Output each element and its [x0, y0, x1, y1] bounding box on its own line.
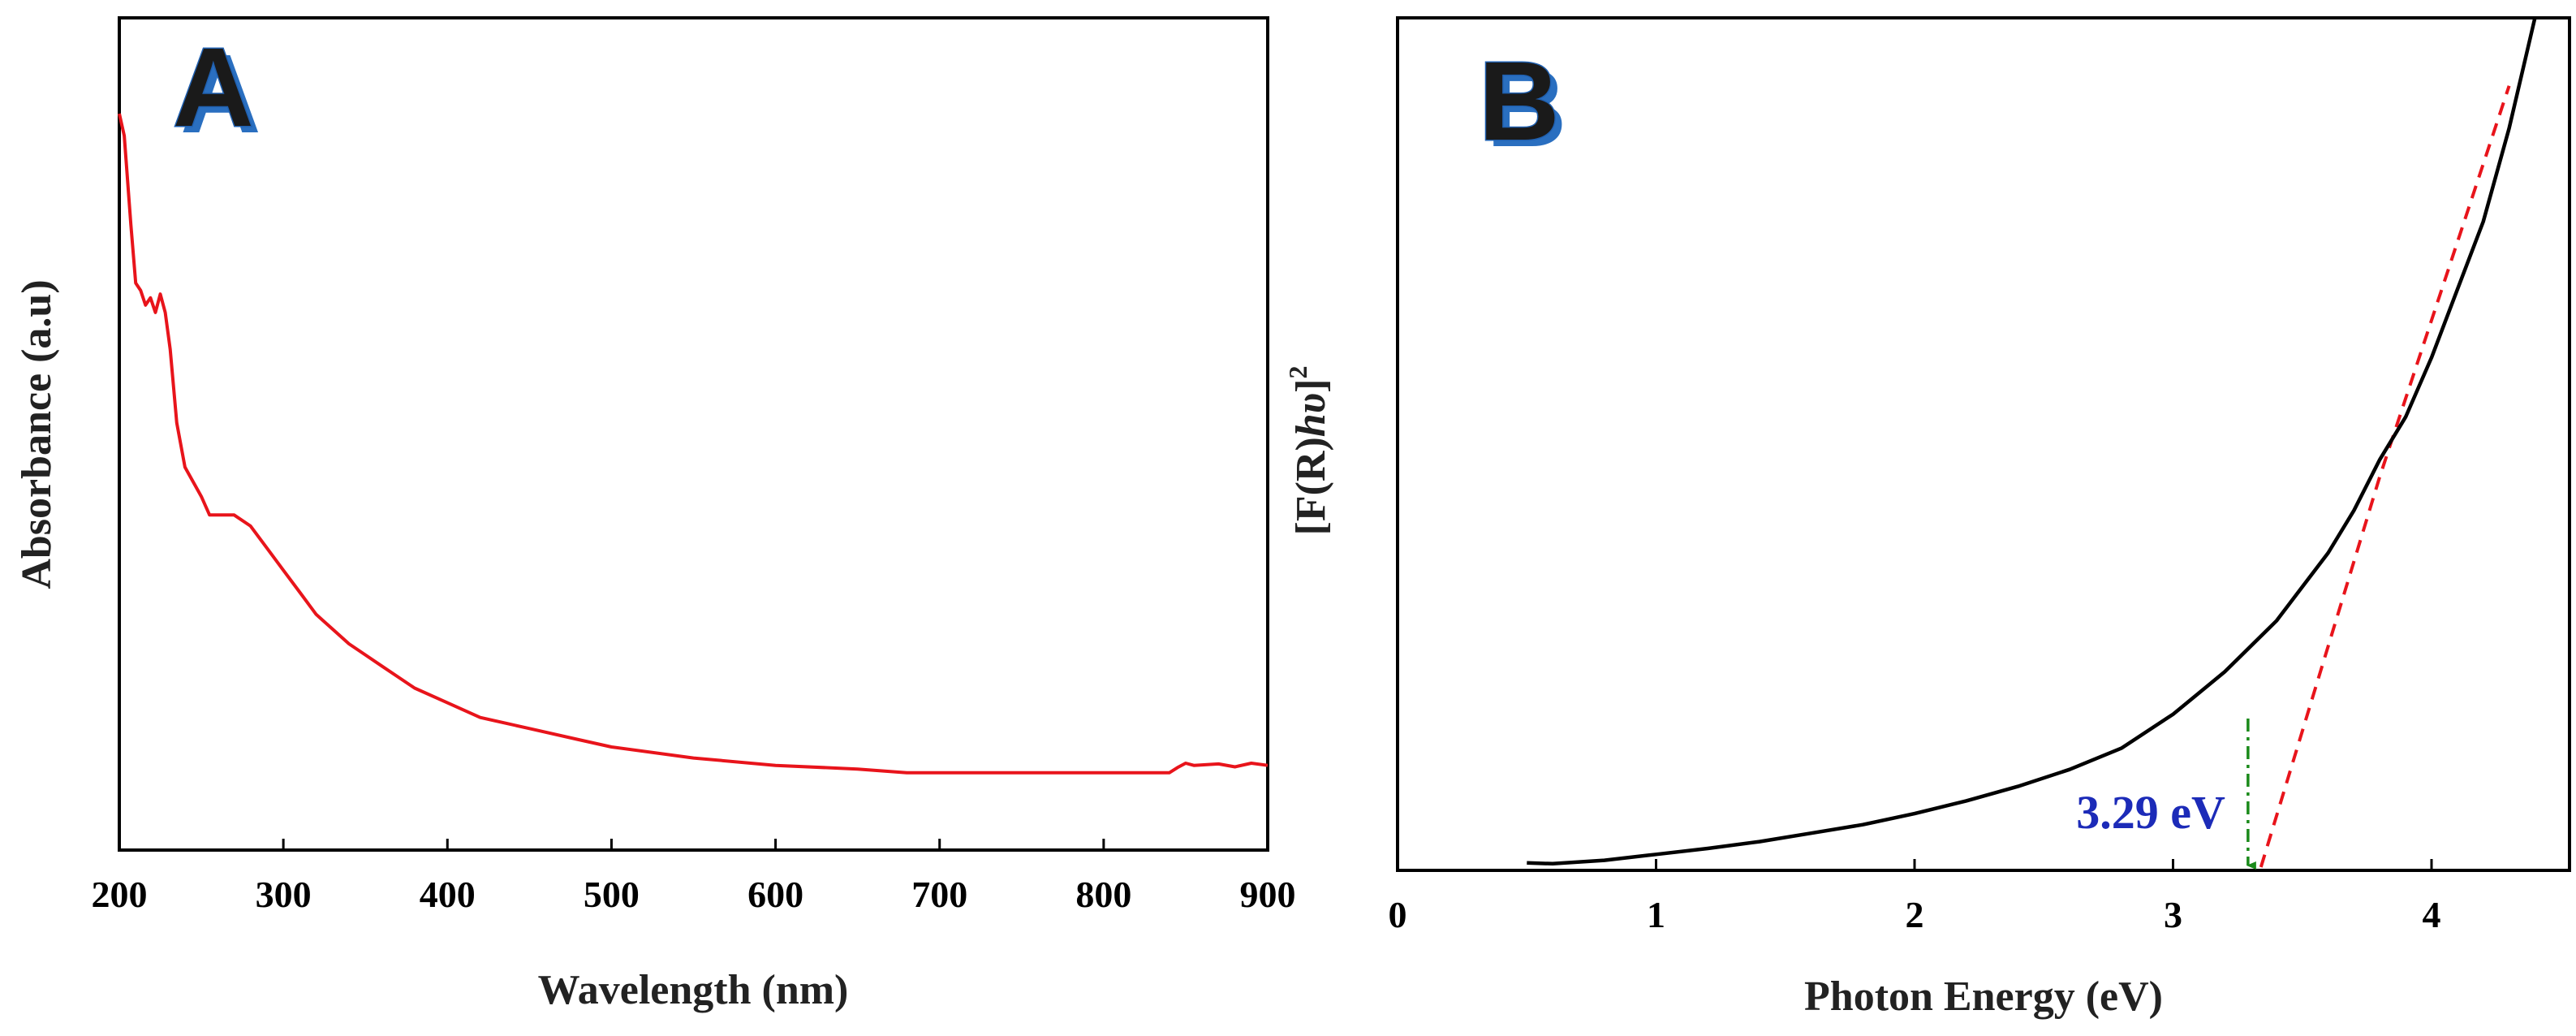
panel-a-x-tick-label: 300 — [256, 874, 312, 915]
panel-b-tauc-curve — [1527, 17, 2537, 866]
panel-b-x-axis-title: Photon Energy (eV) — [1804, 973, 2163, 1020]
panel-b-x-tick-label: 1 — [1647, 894, 1665, 935]
panel-b-x-tick-label: 2 — [1906, 894, 1924, 935]
panel-a-letter: A — [173, 25, 254, 150]
panel-a-x-tick-label: 500 — [584, 874, 640, 915]
panel-a-x-tick-label: 400 — [420, 874, 476, 915]
panel-a-x-tick-label: 200 — [92, 874, 148, 915]
panel-b-x-tick-label: 4 — [2423, 894, 2441, 935]
panel-a-x-tick-label: 800 — [1075, 874, 1131, 915]
panel-a-letter-shadow: A — [180, 32, 261, 157]
panel-b-y-axis-title-sup: 2 — [1283, 366, 1312, 379]
panel-a-x-tick-label: 700 — [911, 874, 967, 915]
panel-b-y-axis-title-part-c: ] — [1288, 379, 1334, 393]
panel-a-x-tick-labels: 200 300 400 500 600 700 800 900 — [92, 874, 1296, 915]
panel-a-plot-frame — [118, 16, 1269, 852]
panel-b-letter-shadow: B — [1486, 45, 1567, 171]
panel-a-x-ticks — [118, 839, 1269, 850]
panel-b-y-axis-title: [F(R)hυ]2 — [1283, 366, 1334, 536]
panel-b-x-tick-labels: 0 1 2 3 4 — [1389, 894, 2441, 935]
panel-b-x-ticks — [1396, 859, 2433, 870]
panel-b-x-tick-label: 3 — [2164, 894, 2182, 935]
panel-a-absorbance-line — [118, 113, 1269, 775]
panel-b-plot-frame — [1396, 16, 2571, 872]
panel-b-linear-fit-line — [2259, 85, 2511, 868]
panel-b-y-axis-title-part-a: [F(R) — [1288, 437, 1334, 535]
panel-a-x-axis-title: Wavelength (nm) — [538, 967, 849, 1013]
panel-b-x-tick-label: 0 — [1389, 894, 1407, 935]
panel-a: 200 300 400 500 600 700 800 900 Wavelength (nm)… — [14, 16, 1296, 1013]
panel-b: 0 1 2 3 4 3.29 eV Photon Energy (eV) [F(R)hυ… — [1283, 16, 2571, 1020]
panel-b-letter: B — [1479, 39, 1560, 164]
panel-b-band-gap-label: 3.29 eV — [2076, 786, 2225, 839]
panel-a-x-tick-label: 600 — [747, 874, 803, 915]
panel-a-x-tick-label: 900 — [1240, 874, 1296, 915]
panel-b-y-axis-title-part-b: hυ — [1288, 393, 1334, 437]
panel-a-y-axis-title: Absorbance (a.u) — [14, 279, 60, 589]
